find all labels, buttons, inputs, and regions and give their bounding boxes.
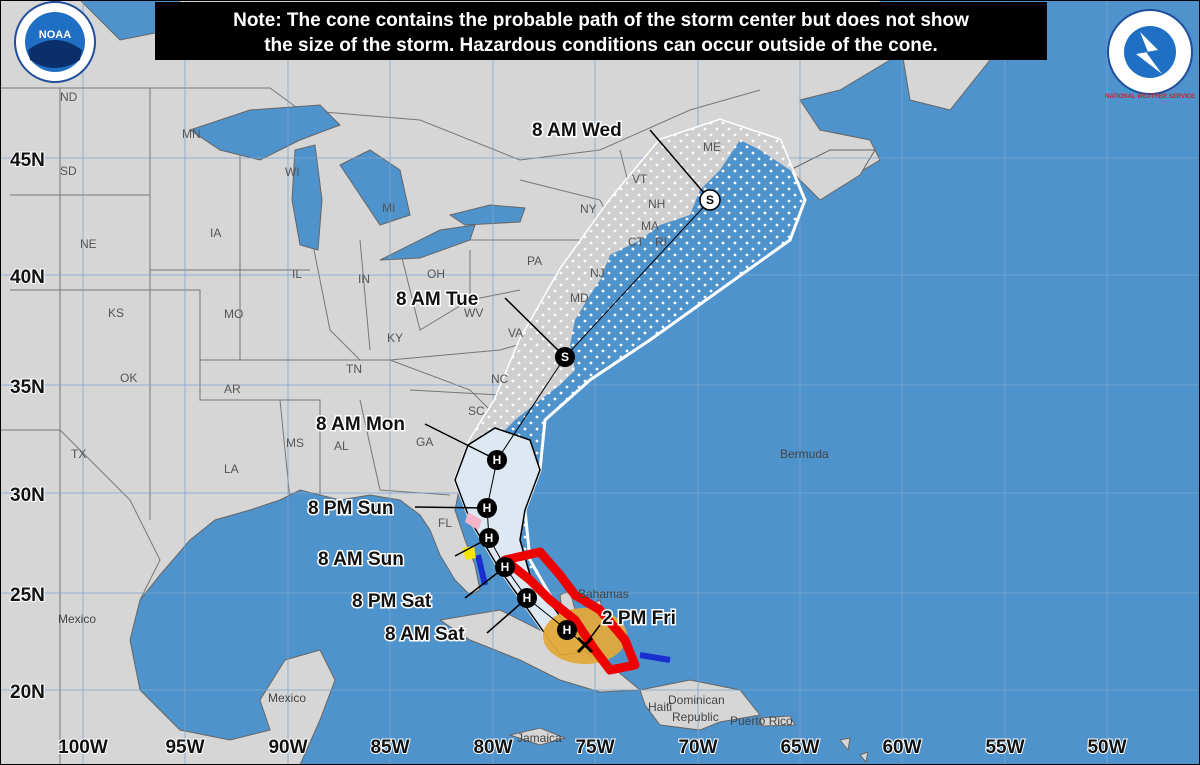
place-label: Mexico <box>268 691 306 705</box>
latitude-labels: 45N 40N 35N 30N 25N 20N <box>9 149 46 704</box>
latitude-label: 35N <box>10 377 45 398</box>
longitude-label: 55W <box>985 737 1024 758</box>
forecast-label: 8 AM Tue <box>396 289 478 310</box>
state-label: WV <box>464 306 483 320</box>
longitude-label: 70W <box>678 737 717 758</box>
state-label: KY <box>387 331 403 345</box>
longitude-label: 75W <box>575 737 614 758</box>
state-label: CT <box>628 235 645 249</box>
forecast-label: 8 AM Wed <box>532 120 622 141</box>
state-label: NH <box>648 197 665 211</box>
track: H H H H H H S S <box>414 129 721 654</box>
track-symbol: H <box>563 623 572 637</box>
state-label: VA <box>508 326 523 340</box>
track-symbol: H <box>501 560 510 574</box>
nws-logo: NATIONAL WEATHER SERVICE <box>1105 9 1195 100</box>
place-label: Bahamas <box>578 587 629 601</box>
place-label: Puerto Rico <box>730 714 793 728</box>
state-label: IL <box>292 267 302 281</box>
state-label: GA <box>416 435 433 449</box>
state-label: VT <box>632 172 648 186</box>
track-symbol: H <box>483 501 492 515</box>
nova-scotia <box>789 149 876 201</box>
nws-text: NATIONAL WEATHER SERVICE <box>1105 94 1195 100</box>
latitude-label: 40N <box>10 267 45 288</box>
longitude-label: 90W <box>268 737 307 758</box>
state-label: ND <box>60 90 78 104</box>
state-label: OK <box>120 371 137 385</box>
state-label: MS <box>286 436 304 450</box>
current-position <box>576 636 594 654</box>
state-labels: ND SD MN WI MI IA NE IL IN OH PA NY VT N… <box>60 90 721 530</box>
place-label: Bermuda <box>780 447 829 461</box>
track-symbol: H <box>493 453 502 467</box>
place-label: Jamaica <box>517 731 562 745</box>
state-label: ME <box>703 140 721 154</box>
forecast-label: 8 AM Sat <box>385 624 465 645</box>
longitude-label: 95W <box>165 737 204 758</box>
track-symbol: H <box>523 591 532 605</box>
track-symbol: S <box>706 193 714 207</box>
forecast-labels: 2 PM Fri 8 AM Sat 8 PM Sat 8 AM Sun 8 PM… <box>307 119 678 647</box>
state-label: LA <box>224 462 239 476</box>
state-label: OH <box>427 267 445 281</box>
track-symbol: S <box>561 350 569 364</box>
state-label: KS <box>108 306 124 320</box>
state-label: NC <box>491 372 509 386</box>
state-label: NY <box>580 202 597 216</box>
state-label: AR <box>224 382 241 396</box>
state-label: PA <box>527 254 542 268</box>
longitude-label: 65W <box>780 737 819 758</box>
state-label: TN <box>346 362 362 376</box>
state-label: MD <box>570 291 589 305</box>
state-label: RI <box>655 235 667 249</box>
state-label: IN <box>358 272 370 286</box>
place-labels: Mexico Mexico Bermuda Bahamas Jamaica Ha… <box>58 447 829 745</box>
latitude-label: 30N <box>10 485 45 506</box>
forecast-label: 8 PM Sat <box>352 591 432 612</box>
note-box <box>155 2 1047 60</box>
forecast-label: 2 PM Fri <box>602 608 676 629</box>
longitude-label: 80W <box>473 737 512 758</box>
track-symbol: H <box>485 531 494 545</box>
latitude-label: 25N <box>10 585 45 606</box>
forecast-label: 8 AM Mon <box>316 414 405 435</box>
forecast-label: 8 AM Sun <box>318 549 404 570</box>
longitude-labels: 100W 95W 90W 85W 80W 75W 70W 65W 60W 55W… <box>57 736 1127 759</box>
place-label: Dominican <box>668 693 725 707</box>
state-label: NE <box>80 237 97 251</box>
state-label: MN <box>182 127 201 141</box>
longitude-label: 60W <box>882 737 921 758</box>
state-label: SC <box>468 404 485 418</box>
note-line: the size of the storm. Hazardous conditi… <box>264 35 938 56</box>
latitude-label: 20N <box>10 682 45 703</box>
state-label: SD <box>60 164 77 178</box>
state-label: TX <box>71 447 86 461</box>
state-label: IA <box>210 226 221 240</box>
state-label: AL <box>334 439 349 453</box>
longitude-label: 100W <box>58 737 108 758</box>
place-label: Haiti <box>648 700 672 714</box>
forecast-label: 8 PM Sun <box>308 498 394 519</box>
longitude-label: 50W <box>1087 737 1126 758</box>
state-label: MO <box>224 307 243 321</box>
state-label: NJ <box>590 266 605 280</box>
state-label: MA <box>641 219 659 233</box>
latitude-label: 45N <box>10 150 45 171</box>
place-label: Mexico <box>58 612 96 626</box>
longitude-label: 85W <box>370 737 409 758</box>
noaa-text: NOAA <box>39 29 71 41</box>
note-line: Note: The cone contains the probable pat… <box>233 10 969 31</box>
noaa-logo: NOAA <box>14 1 96 83</box>
place-label: Republic <box>672 710 719 724</box>
state-label: FL <box>438 516 452 530</box>
state-label: MI <box>382 201 395 215</box>
state-label: WI <box>285 165 300 179</box>
